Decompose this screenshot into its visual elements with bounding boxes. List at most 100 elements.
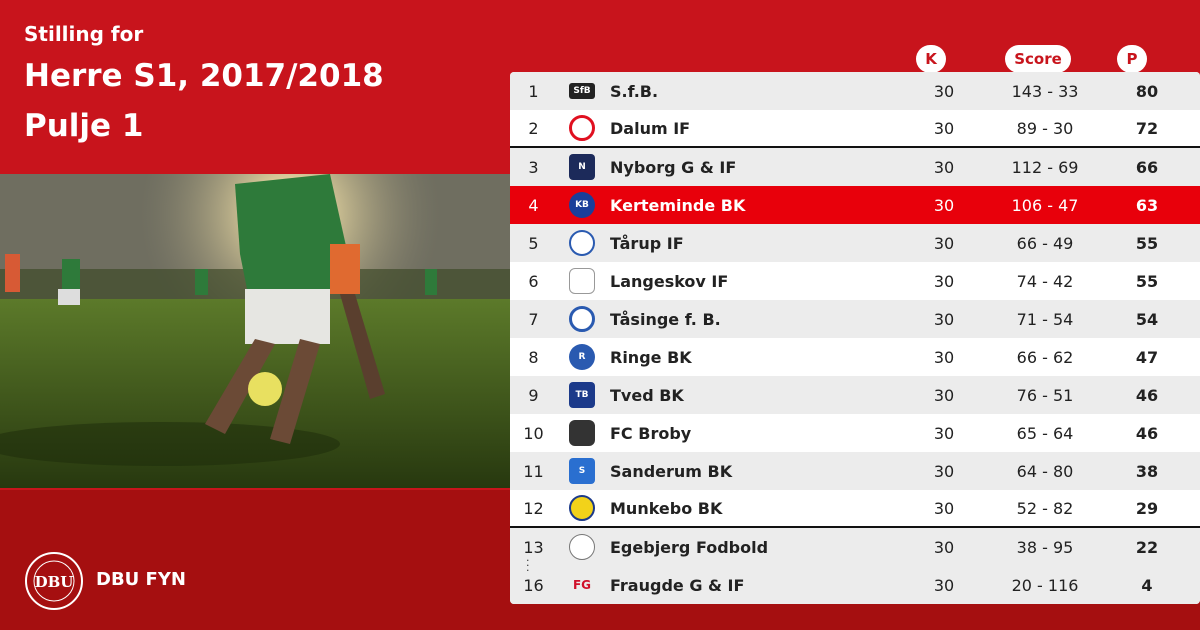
dbu-logo: DBU <box>24 551 84 611</box>
score-cell: 89 - 30 <box>1016 118 1074 138</box>
table-row-highlighted: 4 KB Kerteminde BK 30 106 - 47 63 <box>510 186 1200 224</box>
table-row: 1 SfB S.f.B. 30 143 - 33 80 <box>510 72 1200 110</box>
rank-cell: 4 <box>528 195 539 215</box>
points-cell: 29 <box>1135 498 1159 518</box>
score-cell: 76 - 51 <box>1016 385 1074 405</box>
matches-cell: 30 <box>933 81 955 101</box>
table-row: 7 Tåsinge f. B. 30 71 - 54 54 <box>510 300 1200 338</box>
page-title-pool: Pulje 1 <box>24 108 144 144</box>
dalum-crest-icon <box>569 115 595 141</box>
fraugde-crest-icon: FG <box>572 578 592 592</box>
score-cell: 112 - 69 <box>1011 157 1079 177</box>
ellipsis-icon: · · · <box>526 554 530 577</box>
table-row: 9 TB Tved BK 30 76 - 51 46 <box>510 376 1200 414</box>
table-row: 13 Egebjerg Fodbold 30 38 - 95 22 <box>510 528 1200 566</box>
team-name: Tårup IF <box>610 233 684 253</box>
team-name: FC Broby <box>610 423 692 443</box>
points-cell: 46 <box>1135 385 1159 405</box>
matches-cell: 30 <box>933 575 955 595</box>
matches-cell: 30 <box>933 118 955 138</box>
rank-cell: 16 <box>523 575 544 595</box>
team-name: Egebjerg Fodbold <box>610 537 769 557</box>
rank-cell: 6 <box>528 271 539 291</box>
matches-cell: 30 <box>933 347 955 367</box>
page-title: Herre S1, 2017/2018 <box>24 58 384 94</box>
team-name: Dalum IF <box>610 118 691 138</box>
score-cell: 65 - 64 <box>1016 423 1074 443</box>
table-row: 10 FC Broby 30 65 - 64 46 <box>510 414 1200 452</box>
points-cell: 80 <box>1135 81 1159 101</box>
points-cell: 4 <box>1141 575 1153 595</box>
table-row: 8 R Ringe BK 30 66 - 62 47 <box>510 338 1200 376</box>
langeskov-crest-icon <box>569 268 595 294</box>
score-cell: 38 - 95 <box>1016 537 1074 557</box>
rank-cell: 2 <box>528 118 539 138</box>
rank-cell: 8 <box>528 347 539 367</box>
munkebo-crest-icon <box>569 495 595 521</box>
table-row: 3 N Nyborg G & IF 30 112 - 69 66 <box>510 148 1200 186</box>
team-name: Fraugde G & IF <box>610 575 745 595</box>
matches-cell: 30 <box>933 233 955 253</box>
ringe-crest-icon: R <box>569 344 595 370</box>
points-cell: 47 <box>1135 347 1159 367</box>
score-cell: 74 - 42 <box>1016 271 1074 291</box>
rank-cell: 9 <box>528 385 539 405</box>
standings-table: 1 SfB S.f.B. 30 143 - 33 80 2 Dalum IF 3… <box>510 72 1200 604</box>
column-header-p: P <box>1117 45 1147 73</box>
matches-cell: 30 <box>933 195 955 215</box>
table-row: · · · 16 FG Fraugde G & IF 30 20 - 116 4 <box>510 555 1200 604</box>
points-cell: 22 <box>1135 537 1159 557</box>
team-name: Tåsinge f. B. <box>610 309 721 329</box>
table-row: 11 S Sanderum BK 30 64 - 80 38 <box>510 452 1200 490</box>
score-cell: 52 - 82 <box>1016 498 1074 518</box>
points-cell: 46 <box>1135 423 1159 443</box>
tved-crest-icon: TB <box>569 382 595 408</box>
points-cell: 66 <box>1135 157 1159 177</box>
team-name: Ringe BK <box>610 347 692 367</box>
rank-cell: 1 <box>528 81 539 101</box>
points-cell: 55 <box>1135 271 1159 291</box>
subtitle: Stilling for <box>24 22 144 46</box>
table-row: 12 Munkebo BK 30 52 - 82 29 <box>510 490 1200 528</box>
matches-cell: 30 <box>933 309 955 329</box>
rank-cell: 12 <box>523 498 544 518</box>
brand-name: DBU FYN <box>96 569 186 590</box>
points-cell: 55 <box>1135 233 1159 253</box>
score-cell: 71 - 54 <box>1016 309 1074 329</box>
team-name: Tved BK <box>610 385 684 405</box>
matches-cell: 30 <box>933 271 955 291</box>
broby-crest-icon <box>569 420 595 446</box>
team-name: Sanderum BK <box>610 461 733 481</box>
rank-cell: 5 <box>528 233 539 253</box>
team-name: Nyborg G & IF <box>610 157 737 177</box>
matches-cell: 30 <box>933 498 955 518</box>
table-row: 6 Langeskov IF 30 74 - 42 55 <box>510 262 1200 300</box>
score-cell: 143 - 33 <box>1011 81 1079 101</box>
taasinge-crest-icon <box>569 306 595 332</box>
score-cell: 64 - 80 <box>1016 461 1074 481</box>
team-name: S.f.B. <box>610 81 659 101</box>
team-name: Langeskov IF <box>610 271 729 291</box>
rank-cell: 13 <box>523 537 544 557</box>
score-cell: 20 - 116 <box>1011 575 1079 595</box>
matches-cell: 30 <box>933 537 955 557</box>
rank-cell: 7 <box>528 309 539 329</box>
team-name: Munkebo BK <box>610 498 723 518</box>
rank-cell: 3 <box>528 157 539 177</box>
sfb-crest-icon: SfB <box>569 83 595 99</box>
column-header-score: Score <box>1005 45 1071 73</box>
dbu-logo-text: DBU <box>35 573 74 591</box>
matches-cell: 30 <box>933 461 955 481</box>
rank-cell: 11 <box>523 461 544 481</box>
column-header-k: K <box>916 45 946 73</box>
points-cell: 38 <box>1135 461 1159 481</box>
points-cell: 54 <box>1135 309 1159 329</box>
nyborg-crest-icon: N <box>569 154 595 180</box>
matches-cell: 30 <box>933 385 955 405</box>
score-cell: 66 - 49 <box>1016 233 1074 253</box>
score-cell: 66 - 62 <box>1016 347 1074 367</box>
score-cell: 106 - 47 <box>1011 195 1079 215</box>
egebjerg-crest-icon <box>569 534 595 560</box>
table-row: 5 Tårup IF 30 66 - 49 55 <box>510 224 1200 262</box>
matches-cell: 30 <box>933 157 955 177</box>
